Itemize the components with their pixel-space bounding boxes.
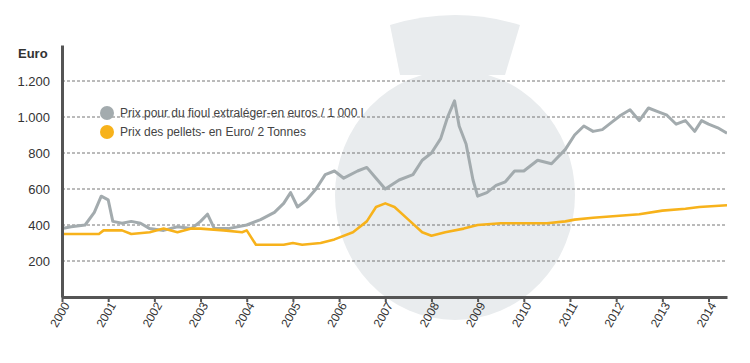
x-tick: 2005 (278, 297, 304, 330)
x-tick-label: 2005 (278, 299, 304, 329)
x-tick-label: 2014 (694, 299, 720, 329)
x-tick-label: 2002 (140, 299, 166, 329)
x-tick: 2003 (186, 297, 212, 330)
y-tick-label: 1.200 (17, 74, 50, 89)
x-tick-label: 2012 (601, 299, 627, 329)
grid-line (62, 189, 727, 190)
x-tick: 2001 (93, 297, 119, 330)
y-tick-label: 200 (28, 254, 50, 269)
x-tick: 2007 (371, 297, 397, 330)
x-axis-line (63, 296, 728, 299)
grid-line (62, 225, 727, 226)
grid-line (62, 81, 727, 82)
x-tick-label: 2008 (417, 299, 443, 329)
x-tick: 2013 (648, 297, 674, 330)
legend-label: Prix pour du fioul extraléger-en euros /… (120, 106, 363, 120)
grid (62, 81, 727, 261)
x-tick: 2009 (463, 297, 489, 330)
x-tick-label: 2004 (232, 299, 258, 329)
bag-top (390, 15, 520, 75)
y-tick-label: 800 (28, 146, 50, 161)
series-line (62, 101, 727, 231)
x-tick-label: 2009 (463, 299, 489, 329)
series-line (62, 203, 727, 244)
legend-marker (100, 125, 114, 139)
x-tick: 2000 (47, 297, 73, 330)
x-tick: 2011 (556, 297, 581, 329)
x-tick: 2004 (232, 297, 258, 330)
y-tick-label: 600 (28, 182, 50, 197)
plot-area (62, 101, 727, 245)
x-tick: 2006 (324, 297, 350, 330)
x-tick-label: 2010 (509, 299, 535, 329)
y-tick: 1.000 (17, 110, 62, 125)
y-tick: 200 (28, 254, 62, 269)
x-tick: 2014 (694, 297, 720, 330)
x-tick-label: 2007 (371, 299, 397, 329)
legend: Prix pour du fioul extraléger-en euros /… (100, 106, 363, 139)
x-tick-label: 2011 (556, 299, 581, 329)
chart: 2004006008001.0001.200200020012002200320… (0, 0, 750, 363)
x-tick-label: 2000 (47, 299, 73, 329)
x-tick: 2010 (509, 297, 535, 330)
y-tick: 800 (28, 146, 62, 161)
y-tick: 600 (28, 182, 62, 197)
grid-line (62, 153, 727, 154)
x-tick-label: 2006 (324, 299, 350, 329)
y-axis-title: Euro (18, 46, 48, 61)
x-axis: 2000 2001 2002 2003 2004 2005 2006 2007 2008 2009… (47, 297, 727, 330)
legend-label: Prix des pellets- en Euro/ 2 Tonnes (120, 125, 306, 139)
x-tick-label: 2003 (186, 299, 212, 329)
y-tick: 400 (28, 218, 62, 233)
x-tick: 2002 (140, 297, 166, 330)
x-tick: 2008 (417, 297, 443, 330)
grid-line (62, 261, 727, 262)
y-tick: 1.200 (17, 74, 62, 89)
x-tick: 2012 (601, 297, 627, 330)
x-tick-label: 2001 (93, 299, 119, 329)
background-decoration (335, 15, 575, 320)
y-axis: 200 400 600 800 1.000 1.200 (17, 46, 62, 298)
y-axis-line (61, 46, 64, 298)
legend-marker (100, 106, 114, 120)
y-tick-label: 1.000 (17, 110, 50, 125)
y-tick-label: 400 (28, 218, 50, 233)
x-tick-label: 2013 (648, 299, 674, 329)
